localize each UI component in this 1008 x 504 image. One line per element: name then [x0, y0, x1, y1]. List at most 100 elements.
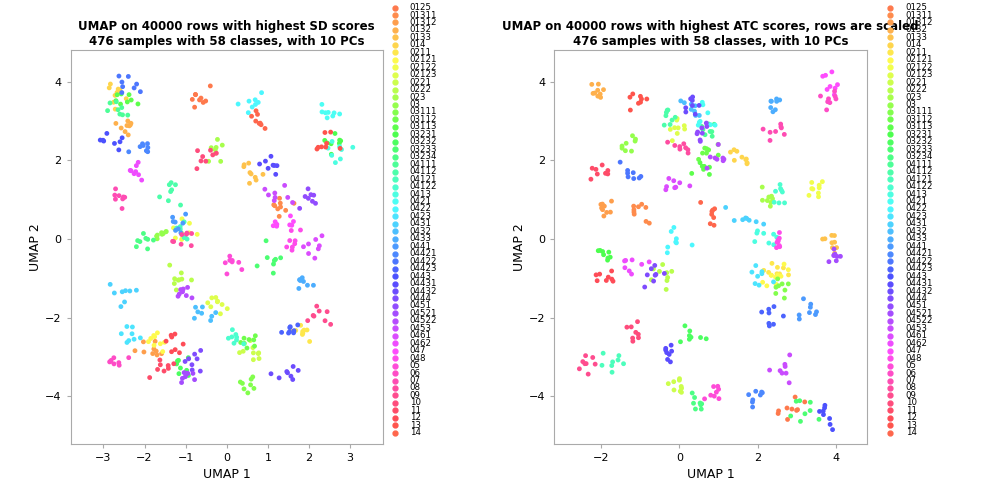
Point	[726, 216, 742, 224]
Point	[692, 399, 709, 407]
Text: 13: 13	[906, 421, 917, 430]
Point	[824, 239, 840, 247]
Text: 0132: 0132	[906, 25, 927, 34]
Point	[165, 224, 181, 232]
Point	[179, 235, 196, 243]
Point	[165, 360, 181, 368]
Point	[771, 199, 787, 207]
Point	[726, 146, 742, 154]
Point	[122, 121, 138, 129]
Point	[190, 230, 206, 238]
Point	[247, 342, 263, 350]
Point	[762, 202, 778, 210]
Point	[251, 349, 267, 357]
Point	[676, 125, 692, 133]
Text: 0413: 0413	[906, 190, 927, 199]
Point	[772, 180, 788, 188]
Point	[160, 361, 176, 369]
Point	[299, 326, 316, 334]
Point	[803, 178, 820, 186]
Point	[625, 334, 641, 342]
Point	[210, 136, 226, 144]
Point	[604, 368, 620, 376]
Point	[257, 157, 273, 165]
Point	[117, 128, 133, 136]
Point	[754, 388, 770, 396]
Point	[203, 82, 219, 90]
Point	[781, 351, 797, 359]
Point	[604, 197, 620, 205]
Point	[291, 204, 307, 212]
Text: 04112: 04112	[409, 167, 437, 176]
Text: 03111: 03111	[906, 107, 933, 116]
Text: 0453: 0453	[906, 324, 927, 333]
Point	[263, 370, 279, 378]
Point	[255, 170, 271, 178]
Y-axis label: UMAP 2: UMAP 2	[513, 223, 526, 271]
Point	[183, 361, 200, 369]
Point	[228, 331, 244, 339]
Point	[804, 185, 821, 193]
Point	[146, 345, 162, 353]
Point	[593, 93, 609, 101]
Point	[179, 369, 196, 377]
Point	[683, 169, 700, 177]
Point	[771, 270, 787, 278]
Point	[130, 100, 146, 108]
Point	[149, 235, 165, 243]
Point	[763, 199, 779, 207]
Point	[665, 177, 681, 185]
Point	[734, 153, 750, 161]
Point	[684, 93, 701, 101]
Point	[587, 89, 603, 97]
Point	[665, 377, 681, 386]
Point	[610, 356, 626, 364]
Point	[658, 285, 674, 293]
Point	[290, 366, 306, 374]
Point	[658, 108, 674, 116]
Point	[659, 277, 675, 285]
Point	[172, 229, 188, 237]
Point	[669, 130, 685, 138]
Point	[695, 129, 711, 137]
Point	[684, 389, 701, 397]
Point	[272, 254, 288, 262]
Point	[111, 146, 127, 154]
Point	[634, 200, 650, 208]
Point	[820, 98, 836, 106]
Point	[614, 144, 630, 152]
Point	[765, 108, 781, 116]
Point	[774, 369, 790, 377]
Point	[294, 329, 310, 337]
Point	[217, 259, 233, 267]
Point	[771, 241, 787, 249]
Point	[204, 312, 220, 321]
Point	[816, 235, 833, 243]
X-axis label: UMAP 1: UMAP 1	[203, 468, 251, 481]
Point	[716, 155, 732, 163]
Text: 0421: 0421	[409, 197, 431, 206]
Point	[178, 291, 195, 299]
Point	[170, 356, 186, 364]
Point	[167, 181, 183, 189]
Point	[210, 298, 226, 306]
Point	[110, 106, 126, 114]
Point	[769, 238, 785, 246]
Point	[666, 123, 682, 132]
Text: 14: 14	[906, 428, 917, 437]
Point	[585, 353, 601, 361]
Text: 0222: 0222	[906, 85, 927, 94]
Point	[676, 99, 692, 107]
Point	[279, 194, 295, 202]
Point	[671, 143, 687, 151]
Point	[699, 149, 715, 157]
Point	[632, 92, 648, 100]
Point	[797, 410, 813, 418]
Point	[265, 222, 281, 230]
Point	[816, 401, 833, 409]
Point	[117, 287, 133, 295]
Point	[750, 227, 766, 235]
Point	[172, 225, 188, 233]
Point	[666, 183, 682, 192]
Point	[184, 369, 201, 377]
